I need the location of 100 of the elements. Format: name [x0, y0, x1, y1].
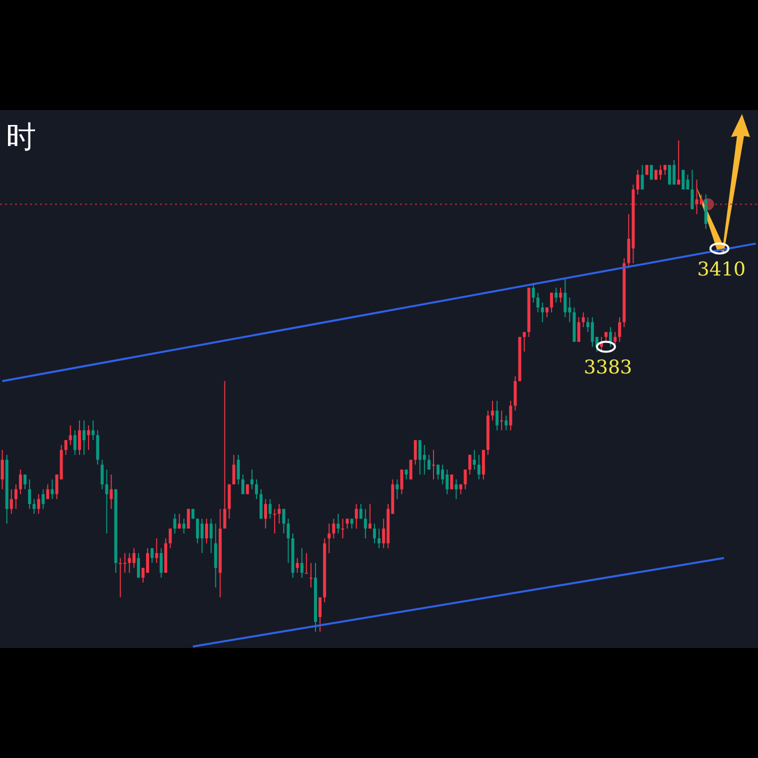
candlestick: [464, 469, 467, 490]
candlestick: [105, 469, 108, 534]
candlestick: [110, 474, 113, 510]
candlestick: [232, 454, 236, 485]
candlestick: [364, 508, 367, 539]
candlestick: [132, 548, 136, 568]
candlestick: [10, 488, 13, 514]
candlestick: [68, 424, 72, 446]
candlestick: [168, 528, 172, 549]
candlestick: [609, 326, 612, 348]
candlestick: [400, 469, 404, 495]
candlestick: [136, 552, 140, 578]
candlestick: [332, 518, 336, 539]
candlestick: [82, 420, 86, 456]
candlestick: [436, 464, 440, 480]
candlestick: [341, 518, 344, 539]
candlestick: [268, 498, 272, 520]
candlestick: [282, 508, 286, 534]
candlestick: [396, 478, 399, 500]
candlestick: [614, 332, 617, 348]
candlestick: [378, 528, 381, 549]
candlestick: [300, 548, 304, 578]
annotation: 3383: [584, 356, 632, 379]
candlestick: [18, 469, 22, 495]
candlestick: [522, 332, 526, 352]
candlestick: [550, 292, 554, 313]
candlestick: [286, 518, 290, 564]
candlestick: [37, 494, 40, 514]
candlestick: [658, 164, 662, 180]
candlestick: [92, 420, 95, 441]
candlestick: [155, 538, 158, 564]
candlestick: [50, 478, 54, 500]
candlestick: [14, 484, 18, 510]
candlestick: [318, 596, 322, 632]
candlestick: [604, 332, 608, 342]
candlestick: [454, 478, 458, 500]
candlestick: [496, 400, 499, 431]
candlestick: [540, 302, 544, 323]
candlestick: [432, 449, 436, 480]
candlestick: [472, 449, 476, 470]
candlestick: [160, 548, 163, 578]
candlestick: [100, 459, 104, 490]
candlestick: [690, 169, 694, 210]
candlestick: [264, 498, 268, 530]
candlestick: [677, 140, 680, 186]
candlestick: [64, 440, 68, 456]
candlestick: [328, 523, 331, 554]
candlestick: [304, 552, 308, 574]
candlestick: [354, 503, 358, 530]
candlestick: [491, 400, 494, 421]
candlestick: [582, 312, 585, 328]
candlestick: [278, 503, 281, 524]
candlestick: [468, 454, 472, 475]
candlestick: [42, 488, 45, 510]
candlestick: [640, 164, 644, 190]
chart-title: 时: [6, 120, 36, 156]
candlestick: [210, 518, 213, 554]
candlestick: [0, 449, 4, 490]
candlestick: [404, 469, 408, 480]
candlestick: [24, 474, 27, 490]
candlestick: [223, 380, 226, 530]
candlestick: [536, 292, 540, 313]
candlestick: [350, 518, 354, 530]
candlestick: [87, 424, 90, 450]
candlestick: [28, 478, 32, 510]
candlestick: [636, 169, 640, 195]
candlestick: [241, 474, 244, 495]
candlestick: [504, 415, 508, 431]
candlestick: [173, 513, 176, 534]
candlestick: [564, 277, 567, 318]
candlestick: [250, 469, 254, 490]
candlestick: [409, 459, 412, 480]
candlestick: [554, 287, 558, 304]
candlestick: [73, 430, 76, 456]
candlestick: [532, 282, 535, 304]
candlestick: [509, 400, 512, 431]
candlestick: [559, 287, 562, 304]
candlestick: [368, 503, 372, 530]
candlestick: [346, 518, 349, 530]
candlestick: [477, 454, 480, 480]
candlestick: [46, 484, 50, 500]
candlestick: [373, 523, 376, 544]
candlestick: [150, 548, 154, 564]
annotation: 3410: [697, 258, 746, 280]
candlestick: [32, 498, 36, 514]
candlestick: [309, 562, 312, 588]
candlestick: [296, 558, 299, 574]
candlestick: [254, 478, 258, 500]
candlestick: [205, 518, 208, 544]
candlestick: [500, 410, 504, 431]
candlestick: [78, 420, 81, 456]
candlestick: [577, 316, 580, 342]
candlestick: [123, 552, 126, 574]
candlestick: [273, 508, 276, 534]
candlestick: [236, 454, 240, 485]
candlestick: [450, 474, 454, 490]
candlestick: [427, 454, 430, 470]
candlestick: [178, 513, 181, 530]
candlestick: [414, 440, 417, 466]
candlestick: [359, 503, 362, 520]
